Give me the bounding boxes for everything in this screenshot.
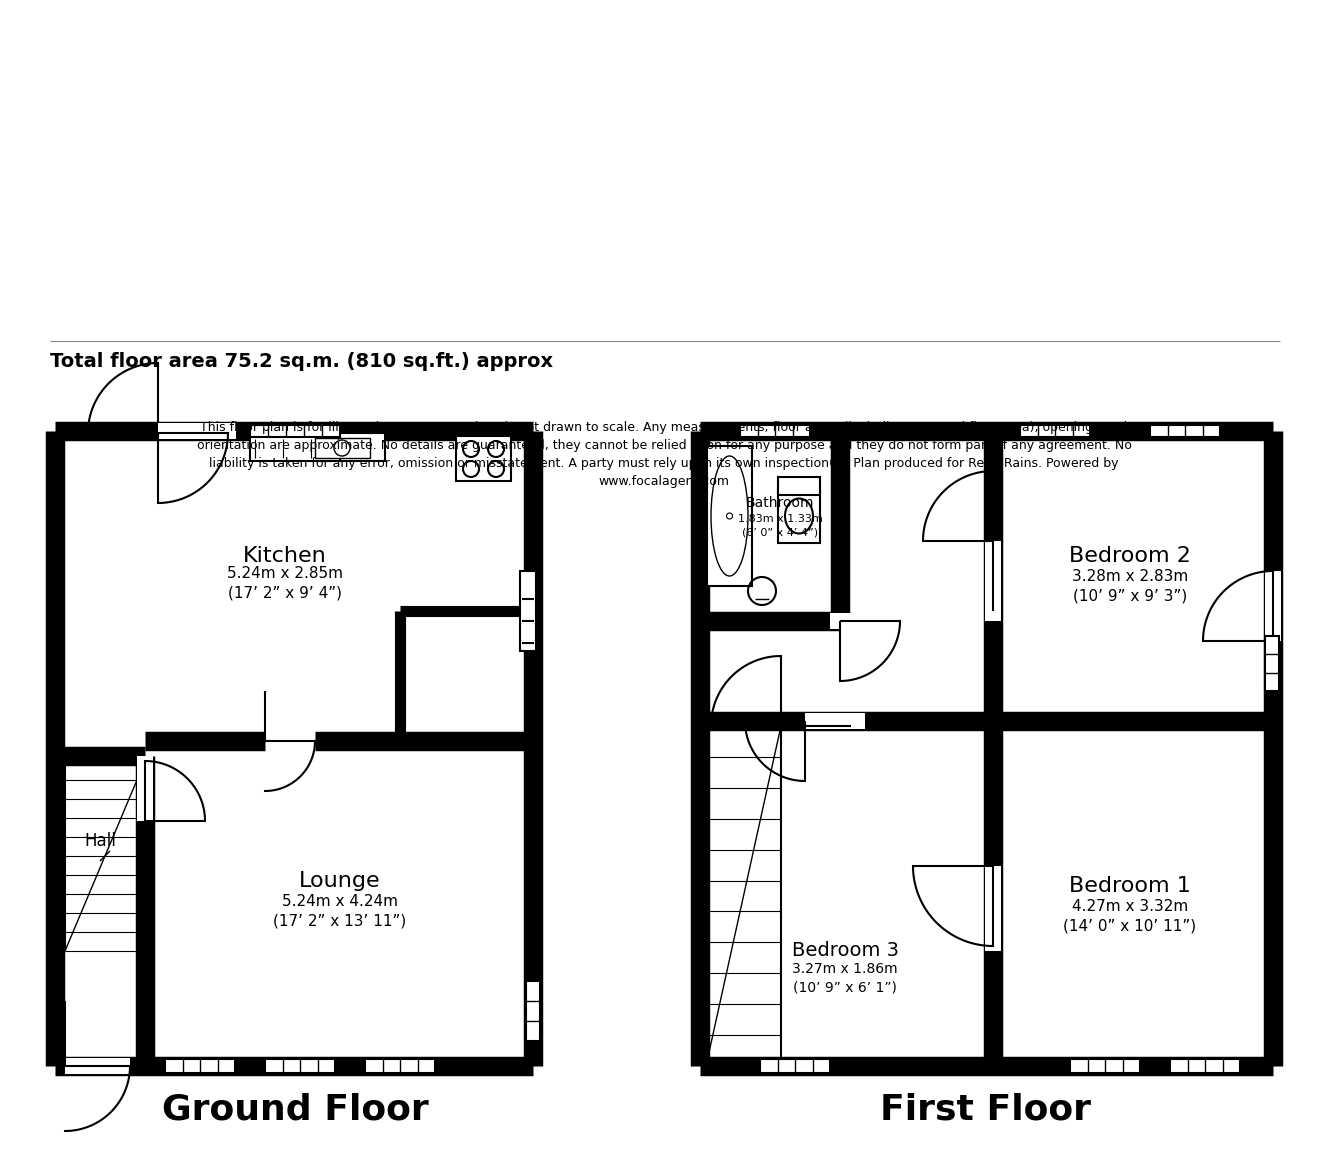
Text: Bedroom 1: Bedroom 1 [1069, 876, 1191, 895]
Bar [250, 425, 340, 437]
Bar [526, 981, 540, 1041]
Bar [250, 436, 340, 462]
Bar [985, 541, 1001, 622]
Bar [760, 1059, 830, 1073]
Bar [266, 1059, 335, 1073]
Text: 1.83m x 1.33m
(6’ 0” x 4’ 4”): 1.83m x 1.33m (6’ 0” x 4’ 4”) [737, 514, 822, 538]
Bar [830, 613, 890, 628]
Bar [740, 425, 810, 437]
Text: Bedroom 3: Bedroom 3 [791, 942, 899, 960]
Text: Total floor area 75.2 sq.m. (810 sq.ft.) approx: Total floor area 75.2 sq.m. (810 sq.ft.)… [50, 351, 554, 371]
Bar [365, 1059, 436, 1073]
Bar [365, 1059, 436, 1073]
Bar [456, 436, 511, 481]
Bar [65, 1059, 130, 1073]
Bar [1170, 1059, 1240, 1073]
Text: Lounge: Lounge [299, 871, 381, 891]
Bar [158, 424, 236, 439]
Bar [1266, 637, 1279, 691]
Bar [526, 981, 540, 1041]
Bar [985, 866, 1001, 951]
Bar [1170, 1059, 1240, 1073]
Bar [1070, 1059, 1139, 1073]
Text: 5.24m x 2.85m
(17’ 2” x 9’ 4”): 5.24m x 2.85m (17’ 2” x 9’ 4”) [227, 565, 343, 601]
Bar [65, 1058, 130, 1074]
Bar [165, 1059, 235, 1073]
Text: Hall: Hall [84, 832, 116, 849]
Bar [1020, 425, 1090, 437]
Bar [1150, 425, 1220, 437]
Bar [165, 1059, 235, 1073]
Bar [137, 756, 153, 821]
Bar [778, 477, 819, 495]
Text: 5.24m x 4.24m
(17’ 2” x 13’ 11”): 5.24m x 4.24m (17’ 2” x 13’ 11”) [274, 893, 406, 929]
Bar [706, 445, 752, 586]
Text: Bathroom: Bathroom [746, 496, 814, 510]
Bar [778, 488, 819, 543]
Text: Kitchen: Kitchen [243, 546, 327, 566]
Bar [250, 425, 340, 437]
Text: First Floor: First Floor [879, 1092, 1090, 1126]
Bar [805, 712, 865, 729]
Bar [1070, 1059, 1139, 1073]
Text: Ground Floor: Ground Floor [162, 1092, 429, 1126]
Text: 3.28m x 2.83m
(10’ 9” x 9’ 3”): 3.28m x 2.83m (10’ 9” x 9’ 3”) [1072, 569, 1189, 603]
Bar [740, 425, 810, 437]
Text: This floor plan is for illustrative purposes only. It is not drawn to scale. Any: This floor plan is for illustrative purp… [197, 421, 1131, 488]
Text: 4.27m x 3.32m
(14’ 0” x 10’ 11”): 4.27m x 3.32m (14’ 0” x 10’ 11”) [1064, 899, 1197, 933]
Bar [315, 439, 371, 458]
Bar [266, 1059, 335, 1073]
Bar [521, 571, 537, 651]
Text: 3.27m x 1.86m
(10’ 9” x 6’ 1”): 3.27m x 1.86m (10’ 9” x 6’ 1”) [793, 962, 898, 994]
Bar [1266, 637, 1279, 691]
Bar [1150, 425, 1220, 437]
Bar [1020, 425, 1090, 437]
Bar [250, 436, 340, 462]
Bar [1266, 571, 1282, 641]
Bar [158, 425, 232, 437]
Text: Bedroom 2: Bedroom 2 [1069, 546, 1191, 566]
Bar [305, 433, 385, 462]
Bar [760, 1059, 830, 1073]
